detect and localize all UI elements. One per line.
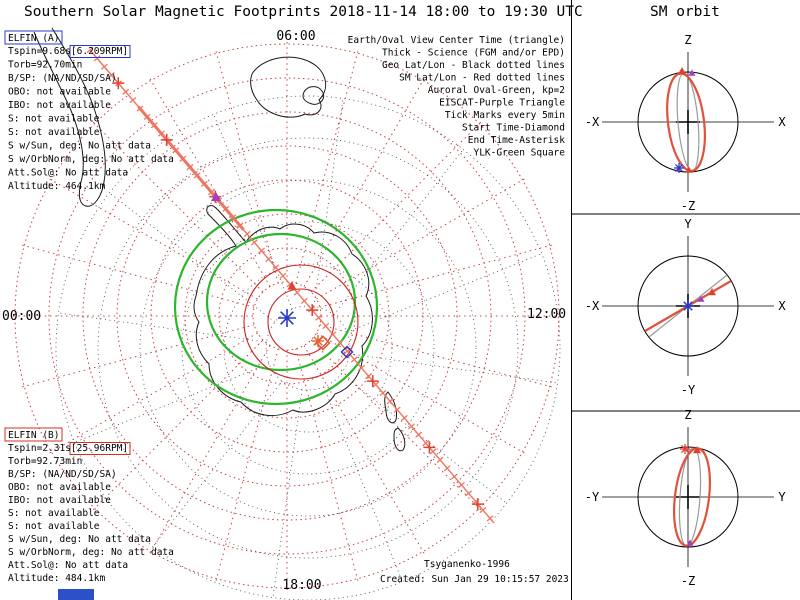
axis-label-top: Y (684, 217, 692, 231)
reference-circle-inner (267, 288, 335, 356)
elfin-b-line: OBO: not available (8, 482, 111, 493)
created-label: Created: Sun Jan 29 10:15:57 2023 (380, 574, 569, 585)
legend-item: EISCAT-Purple Triangle (439, 98, 565, 109)
auroral-oval-outer (173, 208, 379, 406)
elfin-a-line: B/SP: (NA/ND/SD/SA) (8, 73, 117, 84)
auroral-oval-inner (205, 232, 357, 372)
legend: Earth/Oval View Center Time (triangle) T… (348, 35, 566, 159)
elfin-b-line: Torb=92.73min (8, 456, 82, 467)
coastlines (33, 27, 406, 452)
sm-orbit-title: SM orbit (650, 4, 720, 20)
elfin-a-info: ELFIN (A) Tspin=9.68s[6.209RPM] Torb=92.… (4, 30, 174, 192)
axis-label-left: -X (585, 299, 600, 313)
center-cross (676, 110, 700, 134)
legend-item: Auroral Oval-Green, kp=2 (428, 85, 565, 96)
elfin-b-rpm-box (69, 442, 131, 455)
elfin-b-line: B/SP: (NA/ND/SD/SA) (8, 469, 117, 480)
elfin-a-line: Tspin=9.68s[6.209RPM] (8, 46, 128, 57)
elfin-b-line: S: not available (8, 521, 100, 532)
legend-item: YLK-Green Square (473, 148, 565, 159)
elfin-b-line: Tspin=2.31s[25.96RPM] (8, 443, 128, 454)
orbit-panel-yz: Z -Z -Y Y (585, 408, 787, 588)
blue-box (58, 589, 94, 600)
elfin-a-line: S w/OrbNorm, deg: No att data (8, 154, 174, 165)
elfin-b-line: IBO: not available (8, 495, 111, 506)
mlt-label-top: 06:00 (276, 29, 315, 44)
legend-item: Thick - Science (FGM and/or EPD) (382, 48, 565, 59)
elfin-b-line: Altitude: 484.1km (8, 573, 106, 584)
model-label: Tsyganenko-1996 (424, 559, 510, 570)
elfin-b-line: S: not available (8, 508, 100, 519)
island-coastline (302, 86, 325, 105)
elfin-a-line: Att.Sol@: No att data (8, 168, 128, 179)
elfin-a-line: S: not available (8, 114, 100, 125)
orbit-panel-xz: Z -Z -X X (585, 33, 787, 213)
island-coastline-2 (384, 391, 397, 424)
legend-item: SM Lat/Lon - Red dotted lines (399, 73, 565, 84)
south-america-coastline (33, 27, 106, 207)
sm-reference-circles (243, 264, 359, 380)
axis-label-top: Z (684, 408, 691, 422)
elfin-a-line: Torb=92.70min (8, 60, 82, 71)
elfin-a-line: S w/Sun, deg: No att data (8, 141, 151, 152)
axis-label-right: Y (778, 490, 786, 504)
elfin-b-line: S w/Sun, deg: No att data (8, 534, 151, 545)
elfin-b-info: ELFIN (B) Tspin=2.31s[25.96RPM] Torb=92.… (4, 427, 174, 584)
elfin-b-title: ELFIN (B) (8, 430, 59, 441)
island-coastline-3 (393, 427, 406, 452)
earth-circle (637, 255, 739, 357)
axis-label-left: -Y (585, 490, 600, 504)
track-markers (112, 77, 484, 511)
elfin-a-line: S: not available (8, 127, 100, 138)
elfin-b-line: S w/OrbNorm, deg: No att data (8, 547, 174, 558)
antarctica-coastline (193, 205, 373, 417)
legend-item: Earth/Oval View Center Time (triangle) (348, 35, 565, 46)
axis-label-bottom: -Y (681, 383, 696, 397)
reference-circle-outer (243, 264, 359, 380)
axis-label-right: X (778, 115, 786, 129)
elfin-b-name-box (4, 427, 63, 442)
orbit-view-markers (674, 67, 716, 546)
mlt-label-right: 12:00 (527, 307, 566, 322)
elfin-a-line: OBO: not available (8, 87, 111, 98)
footer: Tsyganenko-1996 Created: Sun Jan 29 10:1… (380, 559, 569, 585)
elfin-a-title: ELFIN (A) (8, 33, 59, 44)
elfin-a-line: IBO: not available (8, 100, 111, 111)
axis-label-left: -X (585, 115, 600, 129)
legend-item: End Time-Asterisk (468, 135, 566, 146)
sm-latlon-grid (12, 41, 562, 591)
page-title: Southern Solar Magnetic Footprints 2018-… (24, 4, 583, 20)
footprint-track (86, 46, 495, 524)
elfin-a-line: Altitude: 464.1km (8, 181, 106, 192)
legend-item: Tick Marks every 5min (445, 110, 565, 121)
axis-label-top: Z (684, 33, 691, 47)
legend-item: Start Time-Diamond (462, 123, 565, 134)
axis-label-right: X (778, 299, 786, 313)
geo-latlon-grid (55, 95, 561, 600)
mlt-clock-labels: 06:00 00:00 12:00 18:00 (2, 29, 566, 593)
elfin-a-name-box (4, 30, 63, 45)
elfin-b-line: Att.Sol@: No att data (8, 560, 128, 571)
axis-label-bottom: -Z (681, 199, 695, 213)
axis-label-bottom: -Z (681, 574, 695, 588)
mlt-label-bottom: 18:00 (282, 578, 321, 593)
landmass-coastline (250, 56, 327, 118)
elfin-a-rpm-box (69, 45, 131, 58)
earth-circle (637, 446, 739, 548)
mlt-label-left: 00:00 (2, 309, 41, 324)
legend-item: Geo Lat/Lon - Black dotted lines (382, 60, 565, 71)
auroral-oval (173, 208, 379, 406)
